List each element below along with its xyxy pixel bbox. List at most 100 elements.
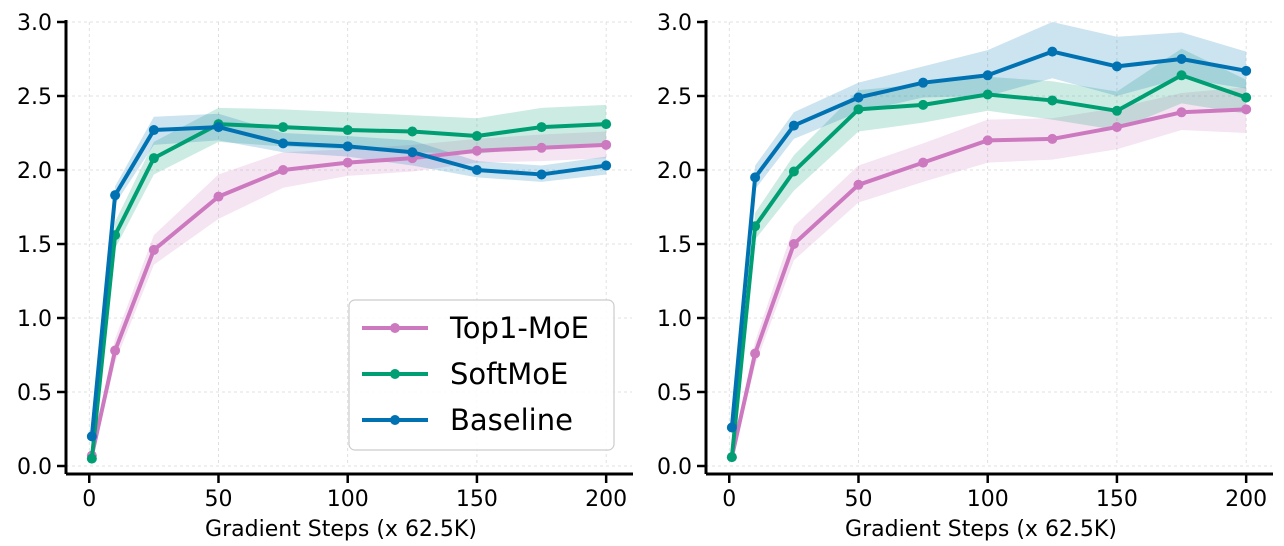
data-point-softmoe <box>1176 70 1187 81</box>
legend-label: Baseline <box>450 403 573 437</box>
series-line-baseline <box>729 49 1249 430</box>
series-line-softmoe <box>729 73 1249 460</box>
data-point-top1-moe <box>1047 133 1058 144</box>
left-chart-panel: 0.0 0.5 1.0 1.5 2.0 2.5 3.0 0 50 100 150 200 Gradien… <box>17 11 633 542</box>
y-tick-label: 0.0 <box>17 455 52 480</box>
series-line-baseline <box>89 125 609 439</box>
data-point-baseline <box>788 120 799 131</box>
confidence-band-softmoe <box>91 104 607 464</box>
x-tick-label: 150 <box>1096 487 1138 512</box>
data-point-baseline <box>278 138 289 149</box>
data-point-top1-moe <box>471 145 482 156</box>
y-tick-label: 0.5 <box>17 381 52 406</box>
data-point-top1-moe <box>1111 122 1122 133</box>
y-tick-label: 1.0 <box>17 307 52 332</box>
data-point-softmoe <box>407 126 418 137</box>
data-point-baseline <box>86 431 97 442</box>
data-point-softmoe <box>726 452 737 463</box>
x-tick-label: 100 <box>967 487 1009 512</box>
data-point-baseline <box>342 141 353 152</box>
data-point-baseline <box>110 190 121 201</box>
data-point-baseline <box>982 70 993 81</box>
data-point-softmoe <box>601 119 612 130</box>
x-tick-label: 50 <box>204 487 232 512</box>
data-point-baseline <box>471 165 482 175</box>
y-tick-label: 2.0 <box>17 159 52 184</box>
data-point-top1-moe <box>1176 107 1187 118</box>
y-tick-label: 1.5 <box>17 233 52 258</box>
data-point-baseline <box>1111 61 1122 72</box>
x-tick-label: 100 <box>327 487 369 512</box>
legend-swatch-marker <box>390 323 400 333</box>
data-point-top1-moe <box>342 157 353 168</box>
data-point-top1-moe <box>213 191 224 202</box>
y-tick-label: 2.5 <box>657 85 692 110</box>
legend: Top1-MoE SoftMoE Baseline <box>348 299 615 451</box>
legend-label: SoftMoE <box>450 357 568 391</box>
y-tick-label: 1.5 <box>657 233 692 258</box>
data-point-baseline <box>148 125 159 136</box>
data-point-baseline <box>750 172 761 183</box>
series-line-top1-moe <box>89 142 609 458</box>
data-point-softmoe <box>1241 92 1252 103</box>
series-line-softmoe <box>89 122 609 461</box>
data-point-top1-moe <box>918 157 929 168</box>
data-point-baseline <box>918 77 929 88</box>
data-point-softmoe <box>471 130 482 141</box>
data-point-baseline <box>601 160 612 171</box>
data-point-top1-moe <box>853 179 864 190</box>
data-point-top1-moe <box>278 165 289 175</box>
data-point-baseline <box>407 147 418 158</box>
data-point-top1-moe <box>788 239 799 249</box>
series-line-top1-moe <box>729 107 1249 460</box>
legend-box <box>348 299 615 451</box>
data-point-baseline <box>213 122 224 133</box>
confidence-band-top1-moe <box>91 131 607 462</box>
x-axis-title: Gradient Steps (x 62.5K) <box>845 517 1117 542</box>
x-tick-label: 200 <box>1225 487 1267 512</box>
x-tick-label: 0 <box>82 487 96 512</box>
data-point-softmoe <box>982 89 993 100</box>
legend-swatch-marker <box>390 369 400 379</box>
data-point-top1-moe <box>110 345 121 356</box>
data-point-softmoe <box>148 153 159 164</box>
data-point-softmoe <box>536 122 547 133</box>
x-tick-label: 0 <box>722 487 736 512</box>
data-point-softmoe <box>278 122 289 133</box>
y-tick-label: 3.0 <box>17 11 52 36</box>
y-tick-label: 1.0 <box>657 307 692 332</box>
y-tick-label: 2.5 <box>17 85 52 110</box>
data-point-baseline <box>1241 65 1252 76</box>
data-point-softmoe <box>86 453 97 464</box>
x-tick-label: 150 <box>456 487 498 512</box>
data-point-baseline <box>853 92 864 103</box>
data-point-softmoe <box>1111 105 1122 116</box>
x-tick-label: 200 <box>585 487 627 512</box>
y-tick-label: 0.0 <box>657 455 692 480</box>
data-point-softmoe <box>342 125 353 136</box>
legend-label: Top1-MoE <box>449 311 589 345</box>
data-point-top1-moe <box>601 139 612 150</box>
data-point-top1-moe <box>750 348 761 359</box>
data-point-softmoe <box>1047 95 1058 106</box>
data-point-top1-moe <box>982 135 993 146</box>
y-tick-label: 3.0 <box>657 11 692 36</box>
x-axis-title: Gradient Steps (x 62.5K) <box>205 517 477 542</box>
data-point-baseline <box>726 422 737 433</box>
confidence-band-softmoe <box>731 48 1247 464</box>
x-tick-label: 50 <box>844 487 872 512</box>
data-point-softmoe <box>853 104 864 115</box>
data-point-baseline <box>1176 54 1187 64</box>
y-tick-label: 2.0 <box>657 159 692 184</box>
data-point-top1-moe <box>1241 104 1252 115</box>
legend-swatch-marker <box>390 415 400 425</box>
data-point-top1-moe <box>536 142 547 153</box>
data-point-softmoe <box>918 99 929 110</box>
data-point-baseline <box>1047 46 1058 57</box>
right-chart-panel: 0.0 0.5 1.0 1.5 2.0 2.5 3.0 0 50 100 150 200 Gradien… <box>657 11 1273 542</box>
data-point-softmoe <box>788 166 799 177</box>
y-tick-label: 0.5 <box>657 381 692 406</box>
data-point-baseline <box>536 169 547 180</box>
data-point-top1-moe <box>148 244 159 255</box>
